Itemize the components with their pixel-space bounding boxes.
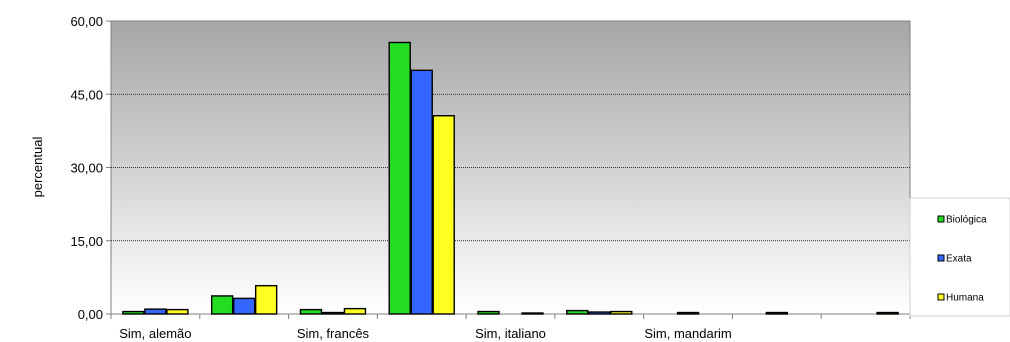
bar-exata-3	[410, 69, 433, 315]
bar-exata-0	[144, 308, 167, 315]
legend-box	[909, 197, 1010, 317]
bar-biológica-1	[210, 295, 234, 315]
y-tick-label: 30,00	[70, 161, 103, 176]
y-axis-label: percentual	[30, 137, 45, 198]
legend: Biológica Exata Humana	[909, 197, 1010, 317]
legend-swatch-humana	[937, 293, 945, 301]
bar-exata-6	[676, 311, 700, 315]
bar-exata-5	[588, 311, 611, 315]
bar-humana-4	[521, 312, 544, 315]
y-tick-label: 45,00	[70, 87, 103, 102]
x-tick-label: Sim, italiano	[475, 326, 546, 341]
x-tick-label: Sim, mandarim	[644, 326, 731, 341]
legend-label-humana: Humana	[946, 293, 984, 304]
bar-biológica-0	[122, 310, 145, 315]
bar-humana-3	[432, 115, 455, 315]
x-tick-label: Sim, francês	[297, 326, 370, 341]
y-tick-label: 0,00	[78, 307, 103, 322]
bar-exata-7	[765, 311, 789, 315]
bar-humana-1	[254, 284, 278, 315]
bar-biológica-2	[299, 308, 323, 315]
legend-label-exata: Exata	[946, 254, 972, 265]
y-tick-label: 60,00	[70, 14, 103, 29]
legend-swatch-biológica	[937, 215, 945, 223]
bar-humana-2	[343, 307, 367, 315]
plot-area	[110, 20, 911, 315]
bar-biológica-5	[566, 309, 589, 315]
bar-biológica-4	[477, 310, 500, 315]
legend-label-biológica: Biológica	[946, 215, 987, 226]
bar-exata-2	[321, 311, 345, 315]
bar-exata-1	[232, 297, 256, 315]
bar-humana-5	[610, 310, 633, 315]
x-tick-label: Sim, alemão	[119, 326, 191, 341]
bar-humana-0	[166, 308, 189, 315]
bar-biológica-3	[388, 41, 411, 315]
legend-swatch-exata	[937, 254, 945, 262]
y-tick-label: 15,00	[70, 234, 103, 249]
bar-humana-8	[876, 311, 899, 315]
